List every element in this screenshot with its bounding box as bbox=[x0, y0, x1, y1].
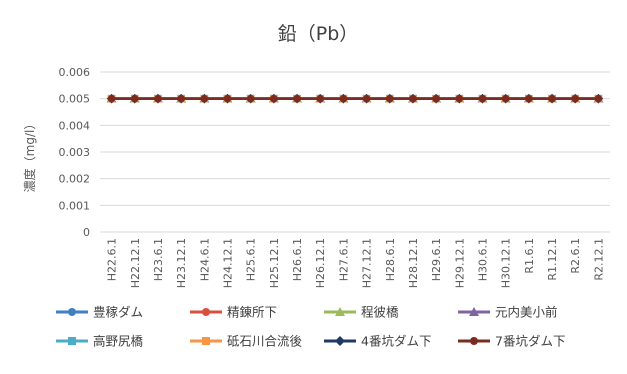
legend-label: 程彼橋 bbox=[361, 305, 399, 320]
x-tick-label: H27.6.1 bbox=[337, 238, 350, 281]
legend-marker bbox=[470, 337, 478, 345]
series-8 bbox=[107, 94, 603, 103]
data-point bbox=[501, 94, 510, 103]
legend-item: 高野尻橋 bbox=[56, 334, 144, 349]
legend-label: 豊稼ダム bbox=[93, 305, 143, 320]
legend-marker bbox=[68, 337, 76, 345]
x-tick-label: H26.6.1 bbox=[291, 238, 304, 281]
data-point bbox=[293, 94, 301, 103]
x-tick-label: H30.12.1 bbox=[500, 238, 513, 288]
x-tick-label: H23.6.1 bbox=[152, 238, 165, 281]
x-tick-label: H28.12.1 bbox=[407, 238, 420, 288]
x-tick-label: R1.6.1 bbox=[523, 238, 536, 274]
legend-item: 砥石川合流後 bbox=[190, 334, 303, 349]
x-tick-label: R2.6.1 bbox=[569, 238, 582, 274]
x-tick-label: H27.12.1 bbox=[361, 238, 374, 288]
data-point bbox=[478, 94, 487, 103]
x-tick-label: H29.6.1 bbox=[430, 238, 443, 281]
x-tick-label: H26.12.1 bbox=[314, 238, 327, 288]
data-point bbox=[548, 94, 556, 103]
y-tick-label: 0.006 bbox=[59, 66, 91, 79]
x-tick-label: H24.6.1 bbox=[198, 238, 211, 281]
data-point bbox=[455, 94, 464, 103]
y-axis-ticks: 0 0.001 0.002 0.003 0.004 0.005 0.006 bbox=[59, 66, 91, 239]
legend-marker bbox=[68, 308, 76, 316]
data-point bbox=[432, 94, 440, 103]
y-tick-label: 0.005 bbox=[59, 93, 91, 106]
y-tick-label: 0 bbox=[83, 226, 90, 239]
x-axis-ticks: H22.6.1 H22.12.1 H23.6.1 H23.12.1 H24.6.1 H24… bbox=[106, 238, 606, 288]
data-point bbox=[270, 94, 278, 103]
y-axis-label: 濃度（mg/l） bbox=[22, 118, 37, 193]
x-tick-label: R2.12.1 bbox=[592, 238, 605, 281]
legend-marker bbox=[469, 307, 479, 316]
legend-item: 程彼橋 bbox=[324, 305, 399, 320]
legend-marker bbox=[335, 336, 345, 346]
legend-label: 4番坑ダム下 bbox=[361, 334, 431, 349]
data-point bbox=[362, 94, 371, 103]
data-point bbox=[339, 94, 348, 103]
data-point bbox=[107, 94, 116, 103]
x-tick-label: H28.6.1 bbox=[384, 238, 397, 281]
y-tick-label: 0.003 bbox=[59, 146, 91, 159]
legend-marker bbox=[335, 307, 345, 316]
x-tick-label: H25.12.1 bbox=[268, 238, 281, 288]
data-point bbox=[409, 94, 417, 103]
data-point bbox=[223, 94, 232, 103]
y-tick-label: 0.001 bbox=[59, 199, 91, 212]
legend-item: 4番坑ダム下 bbox=[324, 334, 431, 349]
y-tick-label: 0.002 bbox=[59, 173, 91, 186]
legend-marker bbox=[202, 337, 210, 345]
legend-label: 精錬所下 bbox=[227, 305, 277, 320]
data-point bbox=[177, 94, 185, 103]
legend-label: 元内美小前 bbox=[495, 305, 558, 320]
data-point bbox=[130, 94, 139, 103]
x-tick-label: H25.6.1 bbox=[245, 238, 258, 281]
data-point bbox=[316, 94, 325, 103]
data-point bbox=[154, 94, 162, 103]
legend-label: 7番坑ダム下 bbox=[495, 334, 565, 349]
x-tick-label: H29.12.1 bbox=[453, 238, 466, 288]
legend-item: 豊稼ダム bbox=[56, 305, 143, 320]
data-point bbox=[385, 94, 394, 103]
data-point bbox=[571, 94, 580, 103]
legend-item: 元内美小前 bbox=[458, 305, 558, 320]
x-tick-label: H24.12.1 bbox=[222, 238, 235, 288]
data-point bbox=[200, 94, 209, 103]
legend-item: 精錬所下 bbox=[190, 305, 277, 320]
x-tick-label: H22.12.1 bbox=[129, 238, 142, 288]
data-point bbox=[594, 94, 603, 103]
legend-marker bbox=[202, 308, 210, 316]
legend-label: 砥石川合流後 bbox=[227, 334, 303, 349]
y-tick-label: 0.004 bbox=[59, 119, 91, 132]
chart-title: 鉛（Pb） bbox=[278, 23, 359, 45]
legend-label: 高野尻橋 bbox=[93, 334, 144, 349]
x-tick-label: H30.6.1 bbox=[477, 238, 490, 281]
data-point bbox=[246, 94, 255, 103]
series-group bbox=[106, 93, 604, 104]
legend-item: 7番坑ダム下 bbox=[458, 334, 565, 349]
x-tick-label: H23.12.1 bbox=[175, 238, 188, 288]
x-tick-label: H22.6.1 bbox=[106, 238, 119, 281]
x-tick-label: R1.12.1 bbox=[546, 238, 559, 281]
data-point bbox=[525, 94, 533, 103]
